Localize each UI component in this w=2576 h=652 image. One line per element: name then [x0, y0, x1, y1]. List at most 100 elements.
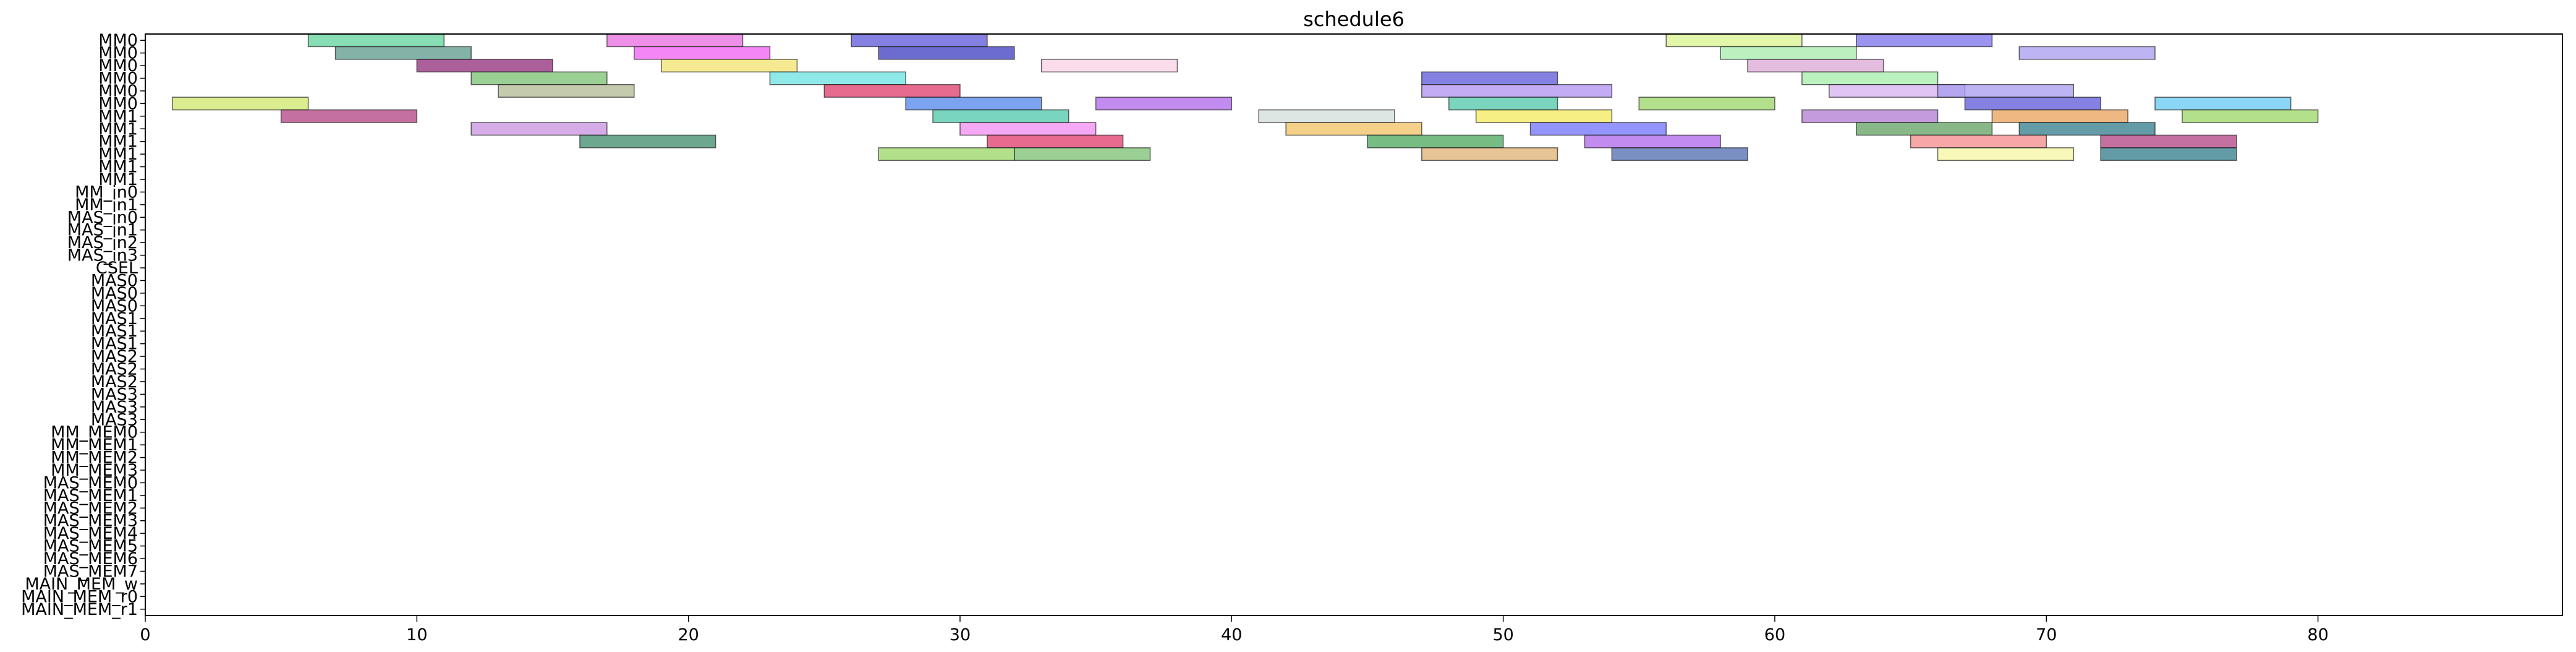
task-bar: [1747, 59, 1884, 73]
task-bar: [1937, 147, 2074, 161]
task-bar: [1720, 46, 1857, 60]
row-label: MM_MEM2: [51, 448, 138, 468]
row-label: MM1: [98, 170, 138, 189]
task-bar: [932, 109, 1069, 123]
task-bar: [959, 122, 1097, 136]
task-bar: [2100, 134, 2237, 148]
row-label: MAIN_MEM_r0: [21, 587, 138, 606]
task-bar: [1421, 84, 1613, 98]
task-bar: [823, 84, 961, 98]
row-label: MM_MEM0: [51, 423, 138, 442]
task-bar: [2154, 97, 2292, 111]
task-bar: [498, 84, 635, 98]
task-bar: [769, 71, 906, 85]
row-label: MM0: [98, 56, 138, 75]
row-label: MM0: [98, 31, 138, 50]
task-bar: [416, 59, 553, 73]
task-bar: [1991, 109, 2128, 123]
row-label: MAS3: [91, 385, 138, 404]
task-bar: [905, 97, 1042, 111]
task-bar: [1856, 122, 1993, 136]
task-bar: [1421, 71, 1558, 85]
x-tick-label: 80: [2307, 625, 2328, 645]
row-label: MM_MEM1: [51, 435, 138, 455]
row-label: MM0: [98, 82, 138, 101]
task-bar: [1529, 122, 1667, 136]
row-label: MM0: [98, 94, 138, 113]
task-bar: [334, 46, 472, 60]
task-bars: [172, 33, 2319, 161]
row-label: MM1: [98, 145, 138, 164]
row-label: MM1: [98, 119, 138, 139]
row-label: MM_in1: [75, 195, 138, 215]
x-tick-label: 60: [1764, 625, 1785, 645]
row-label: MAS0: [91, 296, 138, 315]
row-label: MAS_in0: [67, 208, 138, 227]
task-bar: [1801, 109, 1939, 123]
task-bar: [307, 33, 445, 48]
row-label: MAS_MEM7: [43, 562, 138, 581]
row-label: MAS_MEM2: [43, 499, 138, 518]
row-label: MAS0: [91, 284, 138, 303]
row-label: MAS2: [91, 347, 138, 366]
task-bar: [1611, 147, 1748, 161]
row-label: MAS_MEM3: [43, 512, 138, 531]
task-bar: [1937, 84, 2074, 98]
task-bar: [280, 109, 418, 123]
row-label: MAS2: [91, 372, 138, 392]
task-bar: [1475, 109, 1613, 123]
task-bar: [2100, 147, 2237, 161]
plot-frame: [145, 33, 2563, 616]
task-bar: [1014, 147, 1151, 161]
row-label: MAIN_MEM_w: [25, 575, 138, 594]
x-axis: 0 10 20 30 40 50 60 70 80: [140, 616, 2329, 645]
row-label: MAS_MEM1: [43, 486, 138, 505]
task-bar: [2018, 122, 2156, 136]
task-bar: [634, 46, 771, 60]
task-bar: [987, 134, 1124, 148]
task-bar: [660, 59, 798, 73]
row-label: MAS2: [91, 360, 138, 379]
row-label: MAS_MEM5: [43, 537, 138, 556]
row-label: MAS_in3: [67, 246, 138, 265]
row-label: CSEL: [96, 259, 138, 278]
row-label: MAS1: [91, 335, 138, 354]
row-label: MM_MEM3: [51, 461, 138, 480]
x-tick-label: 70: [2036, 625, 2057, 645]
row-label: MM1: [98, 132, 138, 152]
row-label: MAS3: [91, 398, 138, 417]
x-tick-label: 30: [950, 625, 971, 645]
x-tick-label: 10: [406, 625, 427, 645]
task-bar: [1638, 97, 1775, 111]
task-bar: [1258, 109, 1395, 123]
task-bar: [470, 122, 608, 136]
row-label: MM0: [98, 69, 138, 88]
task-bar: [1285, 122, 1422, 136]
x-tick-label: 40: [1221, 625, 1242, 645]
x-tick-label: 20: [678, 625, 699, 645]
task-bar: [1367, 134, 1504, 148]
x-tick-label: 0: [140, 625, 150, 645]
row-label: MAS_MEM6: [43, 549, 138, 568]
task-bar: [1856, 33, 1993, 48]
task-bar: [1910, 134, 2047, 148]
row-label: MM_in0: [75, 182, 138, 202]
row-label: MAS0: [91, 271, 138, 290]
row-label: MAS_in1: [67, 221, 138, 240]
task-bar: [1041, 59, 1178, 73]
row-label: MM1: [98, 107, 138, 126]
task-bar: [470, 71, 608, 85]
task-bar: [2018, 46, 2156, 60]
task-bar: [1584, 134, 1721, 148]
row-label: MAS1: [91, 309, 138, 328]
chart-title: schedule6: [1303, 7, 1405, 31]
row-labels: MM0MM0MM0MM0MM0MM0MM1MM1MM1MM1MM1MM1MM_i…: [21, 31, 145, 619]
row-label: MAS3: [91, 410, 138, 429]
row-label: MAS_MEM4: [43, 524, 138, 543]
row-label: MM1: [98, 158, 138, 177]
task-bar: [1801, 71, 1939, 85]
row-label: MAS_in2: [67, 233, 138, 252]
task-bar: [172, 97, 309, 111]
task-bar: [579, 134, 716, 148]
